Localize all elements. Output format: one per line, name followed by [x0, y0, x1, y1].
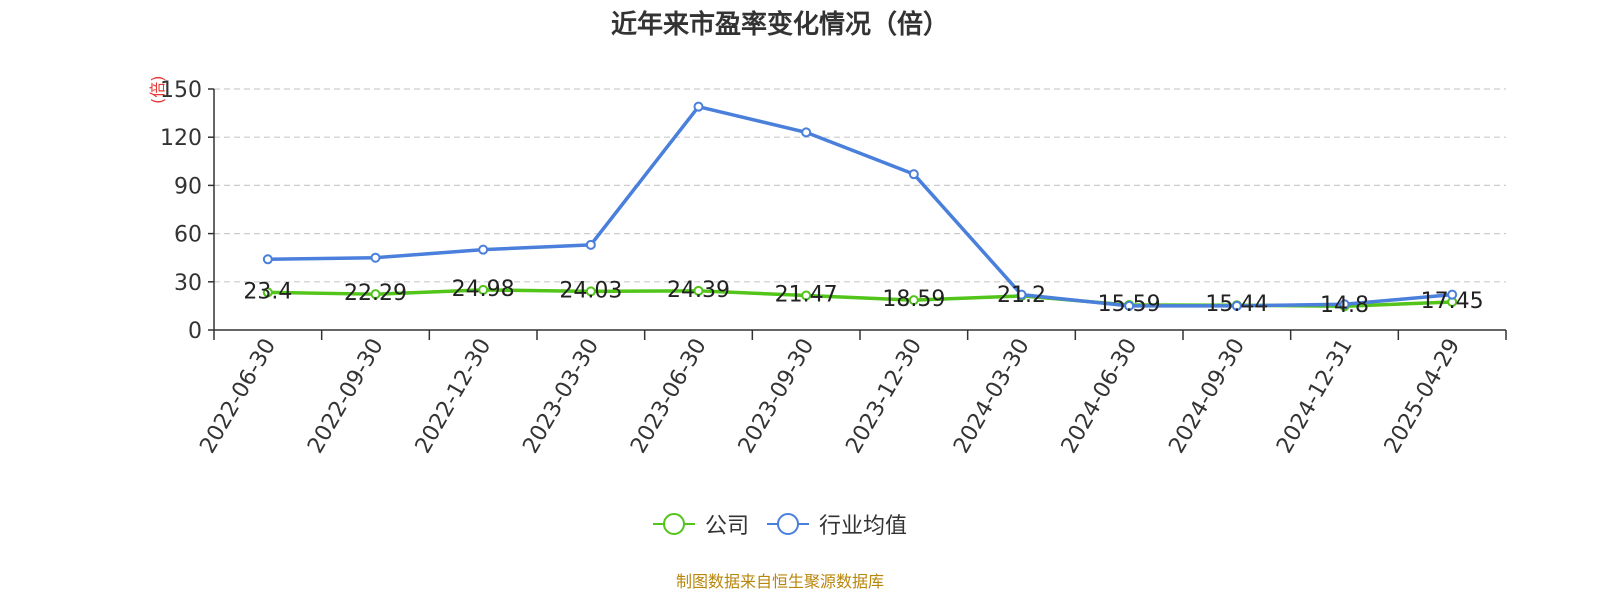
y-tick-label: 150	[160, 78, 202, 103]
legend-industry-symbol	[767, 511, 809, 537]
data-label-company: 15.59	[1098, 292, 1161, 317]
x-tick-label: 2024-03-30	[949, 335, 1035, 458]
data-label-company: 24.39	[667, 278, 730, 303]
data-label-company: 18.59	[882, 287, 945, 312]
data-label-company: 21.2	[997, 283, 1046, 308]
data-label-company: 15.44	[1205, 292, 1268, 317]
x-tick-label: 2024-06-30	[1057, 335, 1143, 458]
data-point-company	[262, 287, 273, 298]
data-label-company: 21.47	[775, 283, 838, 308]
data-label-company: 24.03	[559, 278, 622, 303]
data-label-company: 24.98	[452, 277, 515, 302]
data-label-company: 17.45	[1421, 289, 1484, 314]
data-point-company	[478, 284, 489, 295]
x-tick-label: 2023-09-30	[734, 335, 820, 458]
legend: 公司 行业均值	[0, 508, 1560, 540]
y-tick-label: 120	[160, 126, 202, 151]
x-tick-label: 2025-04-29	[1380, 335, 1466, 458]
data-point-company	[801, 290, 812, 301]
x-tick-label: 2022-09-30	[303, 335, 389, 458]
legend-industry-label: 行业均值	[819, 514, 908, 539]
data-point-company	[908, 295, 919, 306]
data-point-industry-average	[1231, 300, 1242, 311]
x-tick-label: 2022-12-30	[411, 334, 497, 457]
x-tick-label: 2024-12-31	[1272, 335, 1358, 458]
data-point-industry-average	[478, 244, 489, 255]
legend-company-label: 公司	[704, 514, 749, 539]
chart-title: 近年来市盈率变化情况（倍）	[610, 10, 949, 40]
x-tick-label: 2024-09-30	[1164, 335, 1250, 458]
data-point-industry-average	[801, 127, 812, 138]
data-point-industry-average	[908, 169, 919, 180]
series-line-industry-average	[267, 104, 1453, 308]
data-source-note: 制图数据来自恒生聚源数据库	[675, 572, 884, 591]
data-label-company: 14.8	[1320, 293, 1369, 318]
x-tick-label: 2023-03-30	[518, 335, 604, 458]
legend-item-industry-average[interactable]: 行业均值	[767, 508, 907, 540]
data-point-industry-average	[262, 254, 273, 265]
y-tick-label: 90	[174, 174, 202, 199]
data-point-industry-average	[1447, 289, 1458, 300]
legend-company-symbol	[652, 511, 695, 537]
data-point-industry-average	[693, 101, 704, 112]
data-point-industry-average	[1016, 289, 1027, 300]
data-point-company	[370, 289, 381, 300]
data-label-company: 22.29	[344, 281, 407, 306]
data-label-company: 23.4	[243, 279, 292, 304]
data-point-industry-average	[585, 239, 596, 250]
data-point-industry-average	[1339, 299, 1350, 310]
y-tick-label: 60	[174, 223, 202, 248]
x-tick-label: 2023-06-30	[626, 335, 712, 458]
legend-item-company[interactable]: 公司	[652, 508, 749, 540]
y-tick-label: 0	[188, 319, 202, 344]
data-point-company	[693, 285, 704, 296]
data-point-company	[585, 286, 596, 297]
data-point-industry-average	[1124, 300, 1135, 311]
x-tick-label: 2023-12-30	[841, 334, 927, 457]
y-tick-label: 30	[174, 271, 202, 296]
data-point-industry-average	[370, 252, 381, 263]
x-tick-label: 2022-06-30	[195, 335, 281, 458]
